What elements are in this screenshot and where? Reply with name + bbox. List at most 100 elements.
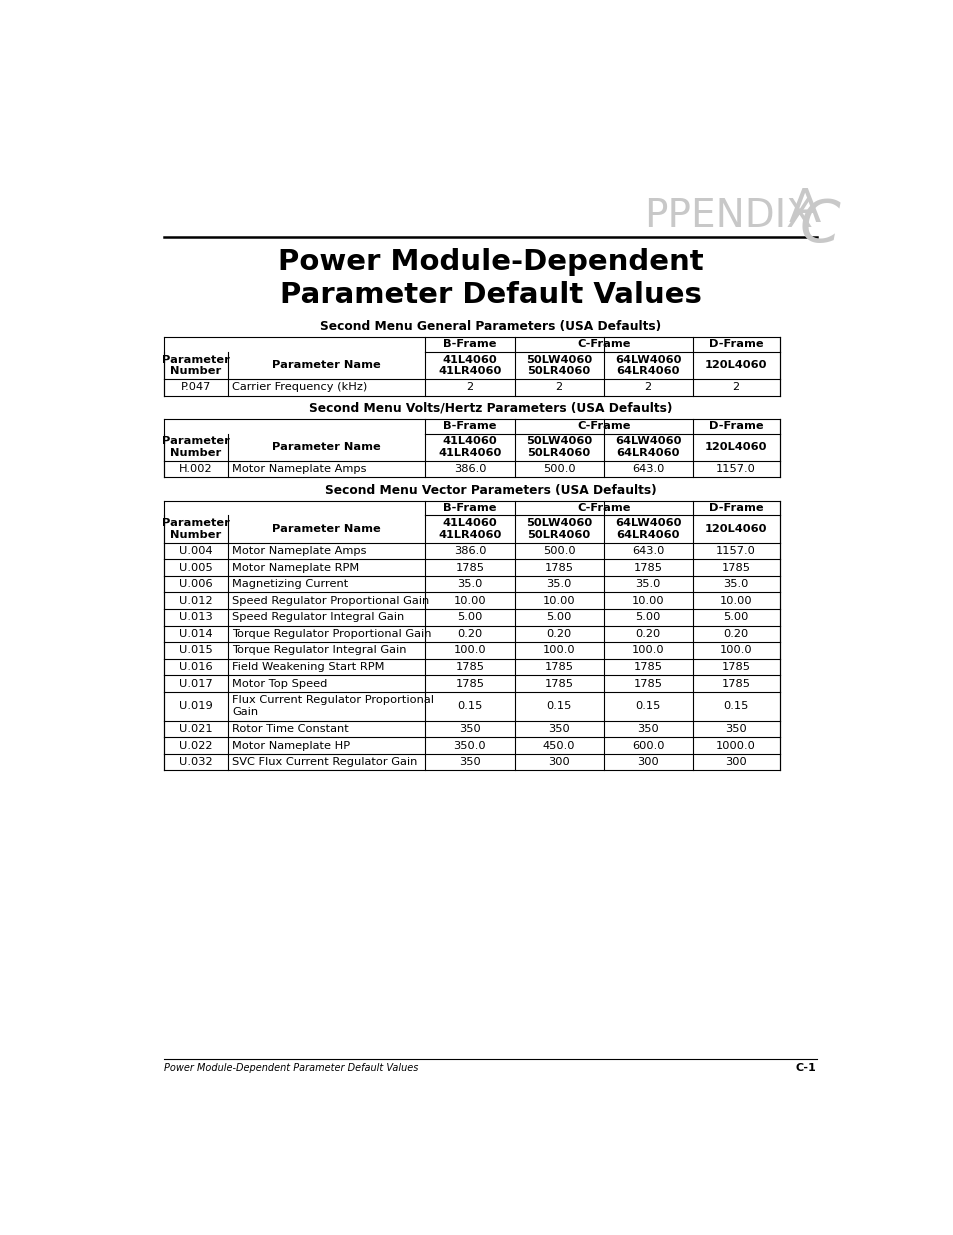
Text: 100.0: 100.0 bbox=[542, 646, 575, 656]
Text: U.032: U.032 bbox=[179, 757, 213, 767]
Text: U.017: U.017 bbox=[179, 678, 213, 689]
Text: 2: 2 bbox=[555, 383, 562, 393]
Text: Motor Nameplate Amps: Motor Nameplate Amps bbox=[233, 464, 367, 474]
Text: 350.0: 350.0 bbox=[453, 741, 486, 751]
Text: 1785: 1785 bbox=[455, 563, 484, 573]
Text: U.019: U.019 bbox=[179, 701, 213, 711]
Text: 35.0: 35.0 bbox=[722, 579, 748, 589]
Text: Parameter Name: Parameter Name bbox=[272, 442, 380, 452]
Text: A: A bbox=[787, 186, 820, 232]
Text: 35.0: 35.0 bbox=[546, 579, 571, 589]
Text: C-1: C-1 bbox=[795, 1063, 816, 1073]
Text: 500.0: 500.0 bbox=[542, 546, 575, 556]
Text: Parameter Name: Parameter Name bbox=[272, 524, 380, 535]
Text: Motor Top Speed: Motor Top Speed bbox=[233, 678, 328, 689]
Text: 0.15: 0.15 bbox=[722, 701, 748, 711]
Text: 1785: 1785 bbox=[720, 678, 750, 689]
Text: 1785: 1785 bbox=[544, 662, 573, 672]
Text: 0.20: 0.20 bbox=[722, 629, 748, 638]
Text: D-Frame: D-Frame bbox=[708, 503, 762, 513]
Text: D-Frame: D-Frame bbox=[708, 340, 762, 350]
Text: 120L4060: 120L4060 bbox=[704, 361, 766, 370]
Text: Parameter Name: Parameter Name bbox=[272, 361, 380, 370]
Text: P.047: P.047 bbox=[181, 383, 211, 393]
Text: 0.15: 0.15 bbox=[456, 701, 482, 711]
Text: 300: 300 bbox=[548, 757, 569, 767]
Text: 1000.0: 1000.0 bbox=[716, 741, 756, 751]
Text: 2: 2 bbox=[466, 383, 473, 393]
Text: 50LW4060
50LR4060: 50LW4060 50LR4060 bbox=[525, 436, 592, 458]
Text: Motor Nameplate Amps: Motor Nameplate Amps bbox=[233, 546, 367, 556]
Text: Second Menu General Parameters (USA Defaults): Second Menu General Parameters (USA Defa… bbox=[319, 320, 660, 333]
Text: U.022: U.022 bbox=[179, 741, 213, 751]
Text: 50LW4060
50LR4060: 50LW4060 50LR4060 bbox=[525, 519, 592, 540]
Text: 450.0: 450.0 bbox=[542, 741, 575, 751]
Text: 50LW4060
50LR4060: 50LW4060 50LR4060 bbox=[525, 354, 592, 377]
Text: Rotor Time Constant: Rotor Time Constant bbox=[233, 724, 349, 734]
Text: 10.00: 10.00 bbox=[453, 595, 486, 605]
Text: U.012: U.012 bbox=[179, 595, 213, 605]
Text: 1785: 1785 bbox=[720, 662, 750, 672]
Text: Parameter
Number: Parameter Number bbox=[162, 436, 230, 458]
Text: Second Menu Vector Parameters (USA Defaults): Second Menu Vector Parameters (USA Defau… bbox=[324, 484, 656, 496]
Text: 1157.0: 1157.0 bbox=[716, 546, 756, 556]
Text: 10.00: 10.00 bbox=[542, 595, 575, 605]
Text: 350: 350 bbox=[458, 724, 480, 734]
Text: U.013: U.013 bbox=[179, 613, 213, 622]
Text: Motor Nameplate RPM: Motor Nameplate RPM bbox=[233, 563, 359, 573]
Text: Field Weakening Start RPM: Field Weakening Start RPM bbox=[233, 662, 384, 672]
Text: 10.00: 10.00 bbox=[720, 595, 752, 605]
Text: 64LW4060
64LR4060: 64LW4060 64LR4060 bbox=[615, 354, 680, 377]
Text: 1157.0: 1157.0 bbox=[716, 464, 756, 474]
Text: C-Frame: C-Frame bbox=[577, 503, 630, 513]
Text: Parameter Default Values: Parameter Default Values bbox=[279, 282, 700, 310]
Text: 2: 2 bbox=[644, 383, 651, 393]
Text: U.006: U.006 bbox=[179, 579, 213, 589]
Text: 643.0: 643.0 bbox=[631, 546, 663, 556]
Text: Second Menu Volts/Hertz Parameters (USA Defaults): Second Menu Volts/Hertz Parameters (USA … bbox=[309, 401, 672, 415]
Text: 350: 350 bbox=[548, 724, 569, 734]
Text: 1785: 1785 bbox=[633, 678, 662, 689]
Text: D-Frame: D-Frame bbox=[708, 421, 762, 431]
Text: U.016: U.016 bbox=[179, 662, 213, 672]
Text: 0.20: 0.20 bbox=[635, 629, 660, 638]
Text: 35.0: 35.0 bbox=[456, 579, 482, 589]
Text: Motor Nameplate HP: Motor Nameplate HP bbox=[233, 741, 350, 751]
Text: 300: 300 bbox=[724, 757, 746, 767]
Text: Torque Regulator Proportional Gain: Torque Regulator Proportional Gain bbox=[233, 629, 432, 638]
Text: 120L4060: 120L4060 bbox=[704, 524, 766, 535]
Text: B-Frame: B-Frame bbox=[443, 340, 497, 350]
Text: 600.0: 600.0 bbox=[631, 741, 663, 751]
Text: 100.0: 100.0 bbox=[453, 646, 486, 656]
Text: 5.00: 5.00 bbox=[456, 613, 482, 622]
Text: Speed Regulator Integral Gain: Speed Regulator Integral Gain bbox=[233, 613, 404, 622]
Text: 350: 350 bbox=[637, 724, 659, 734]
Text: 2: 2 bbox=[732, 383, 739, 393]
Text: 120L4060: 120L4060 bbox=[704, 442, 766, 452]
Text: 5.00: 5.00 bbox=[546, 613, 571, 622]
Text: Magnetizing Current: Magnetizing Current bbox=[233, 579, 348, 589]
Text: Carrier Frequency (kHz): Carrier Frequency (kHz) bbox=[233, 383, 367, 393]
Text: U.014: U.014 bbox=[179, 629, 213, 638]
Text: Power Module-Dependent: Power Module-Dependent bbox=[277, 248, 702, 277]
Text: 41L4060
41LR4060: 41L4060 41LR4060 bbox=[437, 436, 501, 458]
Text: 0.20: 0.20 bbox=[546, 629, 571, 638]
Text: B-Frame: B-Frame bbox=[443, 503, 497, 513]
Text: 1785: 1785 bbox=[455, 678, 484, 689]
Text: 386.0: 386.0 bbox=[454, 546, 486, 556]
Text: 500.0: 500.0 bbox=[542, 464, 575, 474]
Text: 100.0: 100.0 bbox=[720, 646, 752, 656]
Text: 41L4060
41LR4060: 41L4060 41LR4060 bbox=[437, 354, 501, 377]
Text: 350: 350 bbox=[724, 724, 746, 734]
Text: U.005: U.005 bbox=[179, 563, 213, 573]
Text: 41L4060
41LR4060: 41L4060 41LR4060 bbox=[437, 519, 501, 540]
Text: 386.0: 386.0 bbox=[454, 464, 486, 474]
Text: 5.00: 5.00 bbox=[635, 613, 660, 622]
Text: 1785: 1785 bbox=[633, 662, 662, 672]
Text: U.004: U.004 bbox=[179, 546, 213, 556]
Text: Flux Current Regulator Proportional
Gain: Flux Current Regulator Proportional Gain bbox=[233, 695, 434, 718]
Text: 1785: 1785 bbox=[544, 678, 573, 689]
Text: C-Frame: C-Frame bbox=[577, 421, 630, 431]
Text: 64LW4060
64LR4060: 64LW4060 64LR4060 bbox=[615, 519, 680, 540]
Text: 100.0: 100.0 bbox=[631, 646, 664, 656]
